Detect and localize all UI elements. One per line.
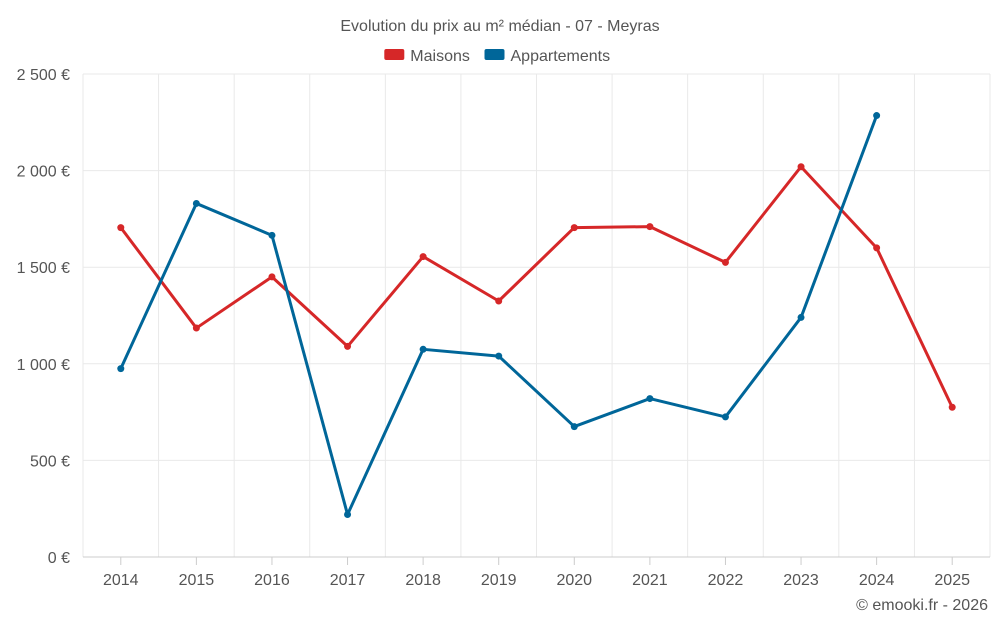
legend-item-maisons[interactable]: Maisons xyxy=(384,48,470,65)
data-point-maisons[interactable] xyxy=(495,297,503,305)
legend: Maisons Appartements xyxy=(384,48,610,65)
x-tick-label: 2022 xyxy=(708,572,744,589)
x-tick-label: 2019 xyxy=(481,572,517,589)
data-point-maisons[interactable] xyxy=(570,224,578,232)
data-point-appartements[interactable] xyxy=(192,199,200,207)
data-point-maisons[interactable] xyxy=(419,253,427,261)
axes: 0 € 500 € 1 000 € 1 500 € 2 000 € 2 500 € 2014… xyxy=(17,67,990,589)
data-point-appartements[interactable] xyxy=(495,352,503,360)
chart-title: Evolution du prix au m² médian - 07 - Me… xyxy=(340,18,659,35)
data-point-maisons[interactable] xyxy=(344,342,352,350)
legend-swatch-maisons xyxy=(384,49,405,60)
data-point-appartements[interactable] xyxy=(797,313,805,321)
credit-text: © emooki.fr - 2026 xyxy=(856,597,988,614)
data-point-maisons[interactable] xyxy=(192,324,200,332)
legend-swatch-appartements xyxy=(484,49,505,60)
y-tick-label: 1 500 € xyxy=(17,260,70,277)
x-tick-label: 2015 xyxy=(179,572,215,589)
series-line-maisons xyxy=(119,165,954,408)
x-tick-label: 2023 xyxy=(783,572,819,589)
x-tick-label: 2020 xyxy=(556,572,592,589)
data-point-appartements[interactable] xyxy=(721,413,729,421)
data-point-maisons[interactable] xyxy=(873,244,881,252)
data-point-appartements[interactable] xyxy=(419,345,427,353)
y-tick-label: 0 € xyxy=(48,550,70,567)
x-tick-label: 2017 xyxy=(330,572,366,589)
x-tick-label: 2021 xyxy=(632,572,668,589)
data-point-maisons[interactable] xyxy=(646,223,654,231)
y-tick-label: 1 000 € xyxy=(17,357,70,374)
data-point-appartements[interactable] xyxy=(117,365,125,373)
series-maisons xyxy=(117,163,956,411)
data-point-maisons[interactable] xyxy=(117,224,125,232)
data-point-maisons[interactable] xyxy=(948,403,956,411)
data-point-maisons[interactable] xyxy=(797,163,805,171)
data-point-appartements[interactable] xyxy=(268,231,276,239)
data-point-appartements[interactable] xyxy=(570,423,578,431)
data-point-maisons[interactable] xyxy=(268,273,276,281)
data-point-maisons[interactable] xyxy=(721,258,729,266)
grid xyxy=(82,73,991,557)
x-tick-label: 2025 xyxy=(934,572,970,589)
x-tick-label: 2014 xyxy=(103,572,139,589)
series-appartements xyxy=(117,112,881,518)
x-tick-label: 2016 xyxy=(254,572,290,589)
legend-item-appartements[interactable]: Appartements xyxy=(484,48,611,65)
y-tick-label: 2 000 € xyxy=(17,164,70,181)
data-point-appartements[interactable] xyxy=(344,510,352,518)
x-tick-label: 2024 xyxy=(859,572,895,589)
series xyxy=(117,112,956,518)
y-tick-label: 500 € xyxy=(30,453,70,470)
x-tick-label: 2018 xyxy=(405,572,441,589)
legend-label-appartements: Appartements xyxy=(511,48,611,65)
y-tick-label: 2 500 € xyxy=(17,67,70,84)
legend-label-maisons: Maisons xyxy=(410,48,470,65)
data-point-appartements[interactable] xyxy=(646,395,654,403)
data-point-appartements[interactable] xyxy=(873,112,881,120)
